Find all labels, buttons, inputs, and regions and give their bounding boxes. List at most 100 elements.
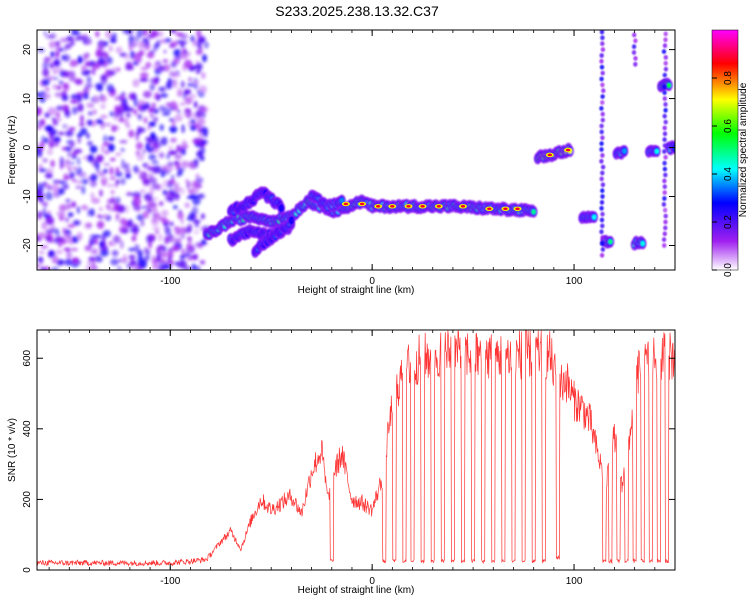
noise-blob xyxy=(181,80,185,89)
streak-blob xyxy=(600,117,605,123)
noise-blob xyxy=(38,168,48,172)
streak-blob xyxy=(599,147,604,152)
noise-blob xyxy=(192,140,201,144)
noise-blob xyxy=(43,56,51,64)
spectrogram-y-tick-label: -20 xyxy=(22,238,33,253)
noise-blob xyxy=(124,204,130,214)
noise-blob xyxy=(89,242,93,248)
noise-blob xyxy=(142,162,150,169)
noise-blob xyxy=(81,204,88,211)
streak-blob xyxy=(601,88,606,94)
noise-blob xyxy=(92,67,96,76)
noise-blob xyxy=(184,59,193,69)
noise-blob xyxy=(162,59,169,63)
noise-blob xyxy=(77,103,84,112)
noise-blob xyxy=(109,157,116,162)
peak-core xyxy=(420,205,425,208)
noise-blob xyxy=(125,173,132,179)
noise-blob xyxy=(159,124,164,131)
colorbar-tick-label: 0.8 xyxy=(723,71,734,85)
spectrogram-y-tick-label: 0 xyxy=(22,144,33,150)
noise-blob xyxy=(170,61,178,68)
streak-blob xyxy=(600,170,605,176)
noise-blob xyxy=(41,266,46,270)
noise-blob xyxy=(39,198,44,203)
noise-blob xyxy=(114,171,123,177)
noise-blob xyxy=(184,144,189,149)
noise-blob xyxy=(165,81,174,90)
noise-blob xyxy=(157,233,163,242)
noise-blob xyxy=(51,183,60,193)
snr-x-tick-label: -100 xyxy=(160,576,180,587)
noise-blob xyxy=(142,30,149,37)
noise-blob xyxy=(128,247,136,252)
noise-blob xyxy=(169,125,178,133)
noise-blob xyxy=(178,152,182,162)
noise-blob xyxy=(192,80,200,85)
streak-blob xyxy=(599,217,605,223)
noise-blob xyxy=(90,179,97,188)
noise-blob xyxy=(174,160,179,166)
noise-blob xyxy=(201,71,206,80)
noise-blob xyxy=(66,250,72,260)
noise-blob xyxy=(202,54,207,63)
spectrogram-y-axis-label: Frequency (Hz) xyxy=(7,116,18,185)
spectrogram-y-tick-label: -10 xyxy=(22,189,33,204)
peak-core xyxy=(376,205,381,208)
noise-blob xyxy=(189,93,197,99)
noise-blob xyxy=(47,107,57,116)
noise-blob xyxy=(152,216,158,224)
noise-blob xyxy=(141,128,145,133)
noise-blob xyxy=(102,214,109,219)
noise-blob xyxy=(98,207,103,211)
streak-blob xyxy=(600,247,606,252)
noise-blob xyxy=(81,34,89,39)
noise-blob xyxy=(169,221,174,226)
noise-blob xyxy=(71,152,78,156)
noise-blob xyxy=(101,51,109,59)
noise-blob xyxy=(106,56,113,65)
noise-blob xyxy=(62,83,68,90)
noise-blob xyxy=(199,156,205,162)
noise-blob xyxy=(139,72,149,79)
noise-blob xyxy=(166,161,175,167)
noise-blob xyxy=(179,102,186,106)
track-core xyxy=(339,197,345,204)
snr-frame xyxy=(36,329,676,571)
streak-blob xyxy=(663,66,669,72)
noise-blob xyxy=(42,68,50,77)
noise-blob xyxy=(38,250,45,254)
peak-core xyxy=(343,202,349,206)
track-core xyxy=(622,148,627,154)
snr-x-ticks: -100 0 100 xyxy=(48,330,676,587)
noise-blob xyxy=(103,122,112,127)
noise-blob xyxy=(148,146,155,151)
peak-core xyxy=(436,205,441,208)
noise-blob xyxy=(121,159,125,165)
peak-core xyxy=(503,207,508,211)
noise-blob xyxy=(182,91,187,100)
noise-blob xyxy=(96,214,102,218)
streak-blob xyxy=(661,49,667,54)
streak-blob xyxy=(600,135,605,141)
streak-blob xyxy=(599,158,604,164)
noise-blob xyxy=(112,32,117,39)
streak-blob xyxy=(600,82,605,88)
noise-blob xyxy=(83,53,89,60)
noise-blob xyxy=(177,166,184,175)
noise-blob xyxy=(116,67,121,72)
noise-blob xyxy=(55,236,65,243)
streak-blob xyxy=(662,90,667,96)
noise-blob xyxy=(107,70,116,76)
noise-blob xyxy=(52,255,59,264)
noise-blob xyxy=(159,258,167,265)
snr-y-tick-label: 400 xyxy=(22,420,33,437)
noise-blob xyxy=(51,117,56,121)
noise-blob xyxy=(89,175,94,182)
noise-blob xyxy=(170,179,175,186)
noise-blob xyxy=(181,232,185,239)
noise-blob xyxy=(57,187,65,195)
noise-blob xyxy=(173,187,182,193)
noise-blob xyxy=(58,204,66,213)
